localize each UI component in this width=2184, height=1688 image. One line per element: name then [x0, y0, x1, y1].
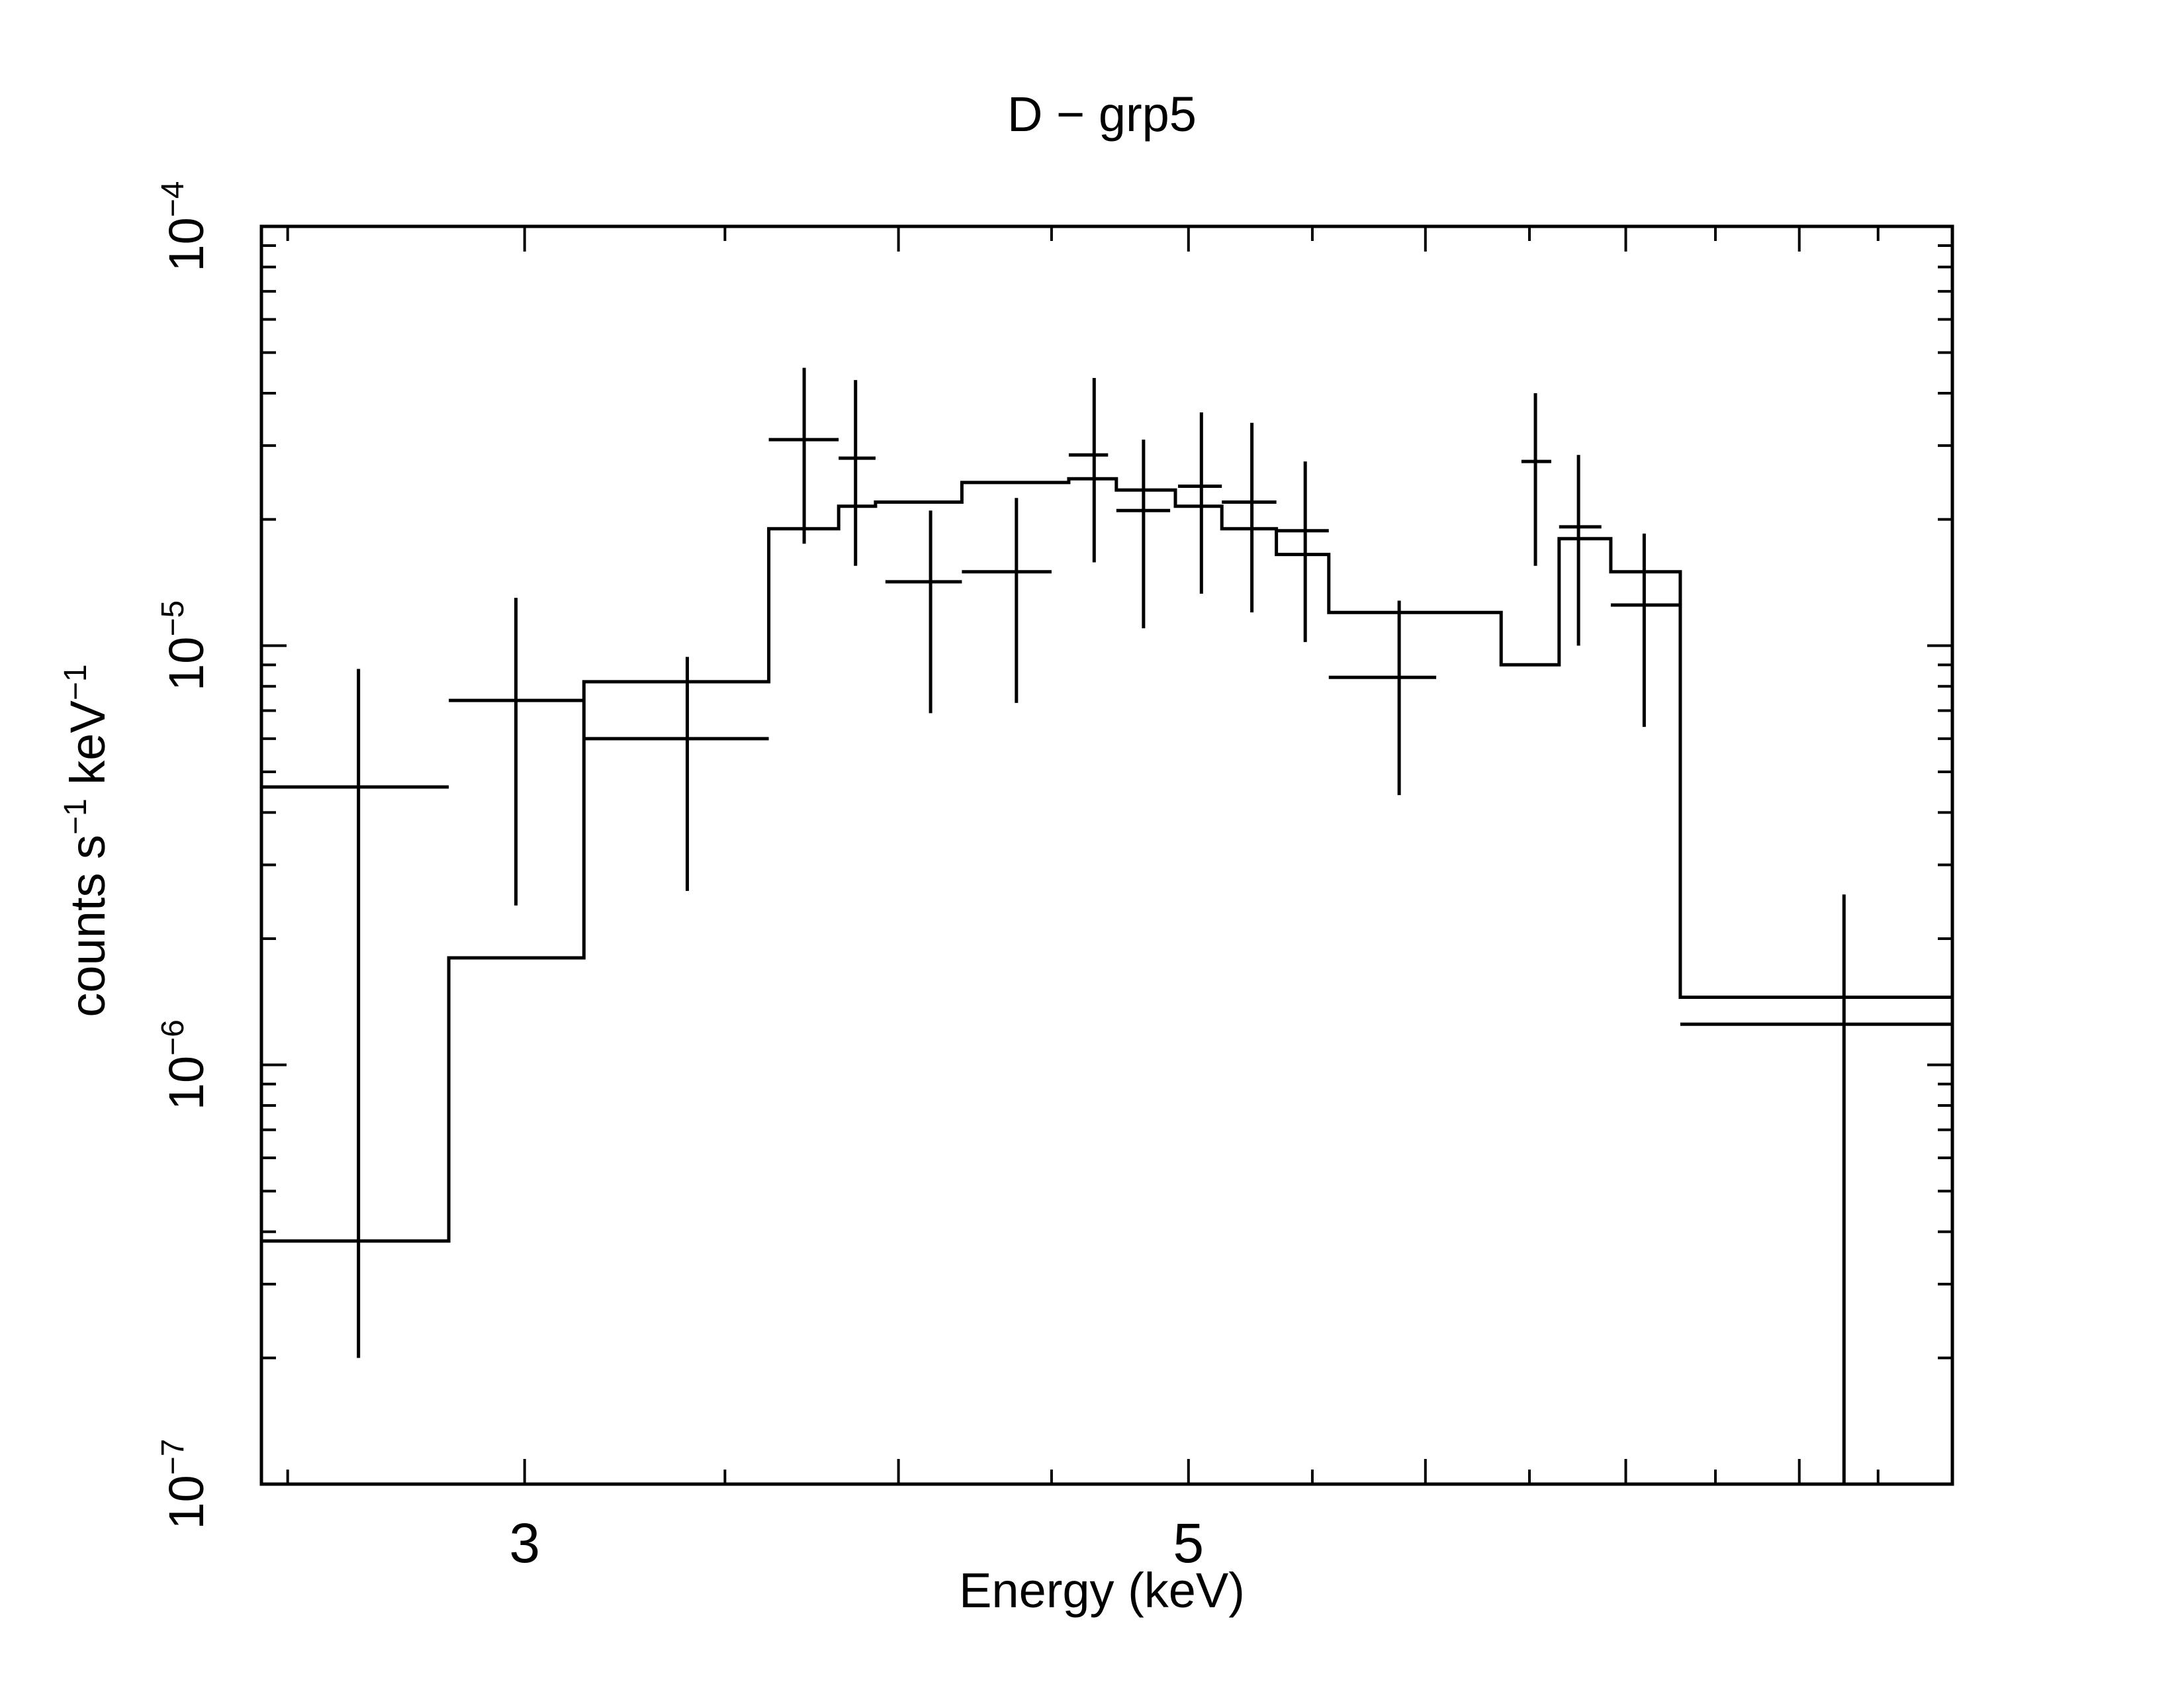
data-point: [768, 367, 839, 544]
data-point: [1222, 422, 1277, 613]
data-point: [1116, 440, 1171, 629]
data-point: [1680, 894, 1952, 1484]
data-point: [885, 510, 962, 714]
x-tick-label: 5: [1173, 1512, 1204, 1574]
y-tick-label: 10−4: [156, 181, 214, 271]
y-tick-label: 10−7: [156, 1438, 214, 1529]
data-point: [1559, 455, 1602, 646]
y-axis-label: counts s−1 keV−1: [58, 664, 115, 1017]
data-point: [839, 380, 876, 566]
data-point: [1610, 534, 1680, 727]
data-point: [1276, 461, 1329, 642]
data-point: [261, 669, 449, 1358]
data-point: [1521, 393, 1551, 566]
axis-ticks: [261, 225, 1954, 1485]
data-error-bars: [261, 367, 1952, 1484]
data-point: [1328, 600, 1437, 796]
data-point: [962, 498, 1052, 703]
y-tick-label: 10−5: [156, 600, 214, 691]
data-point: [449, 598, 584, 906]
data-point: [584, 657, 769, 891]
y-tick-label: 10−6: [156, 1019, 214, 1110]
axis-tick-labels: 3 5 10−7 10−6 10−5 10−4: [156, 181, 1204, 1574]
x-tick-label: 3: [509, 1512, 540, 1574]
data-point: [1178, 412, 1222, 594]
x-axis-label: Energy (keV): [959, 1563, 1245, 1618]
plot-frame: [259, 224, 1954, 1486]
model-step-line: [261, 477, 1952, 1243]
data-point: [1068, 377, 1109, 563]
model-step-path: [261, 477, 1952, 1243]
chart-title: D − grp5: [1007, 87, 1197, 142]
